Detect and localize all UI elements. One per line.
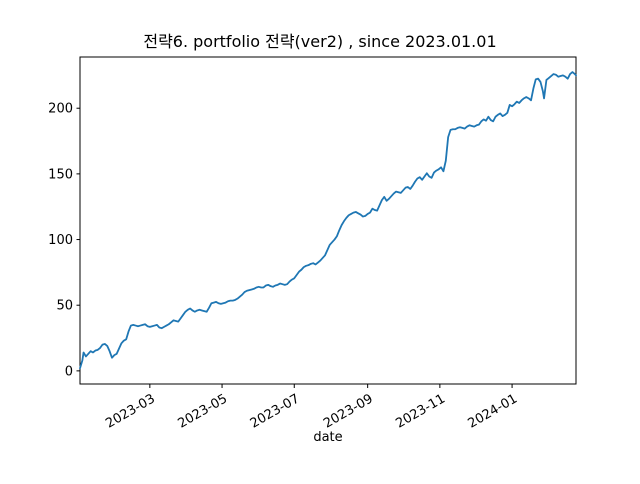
plot-border bbox=[79, 56, 577, 385]
y-tick-label: 100 bbox=[48, 233, 73, 248]
y-tick-label: 0 bbox=[65, 364, 73, 379]
x-tick-label: 2023-09 bbox=[321, 391, 376, 431]
x-tick-label: 2023-05 bbox=[176, 391, 231, 431]
x-tick-label: 2023-03 bbox=[103, 391, 158, 431]
y-tick-label: 150 bbox=[48, 167, 73, 182]
chart-title: 전략6. portfolio 전략(ver2) , since 2023.01.… bbox=[143, 32, 496, 51]
x-tick-label: 2023-11 bbox=[393, 391, 448, 431]
x-axis-label: date bbox=[313, 430, 342, 445]
x-tick-label: 2023-07 bbox=[248, 391, 303, 431]
series-line bbox=[79, 71, 577, 370]
y-tick-label: 200 bbox=[48, 102, 73, 117]
y-tick-label: 50 bbox=[56, 299, 73, 314]
x-tick-label: 2024-01 bbox=[466, 391, 521, 431]
